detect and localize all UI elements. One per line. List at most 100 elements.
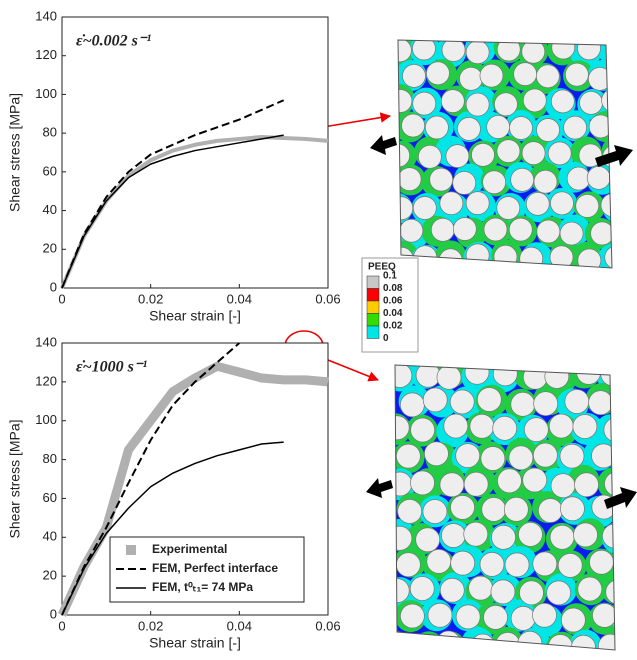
fiber [441, 90, 464, 113]
fiber [423, 500, 447, 524]
fiber [578, 249, 601, 272]
fiber [549, 414, 573, 438]
fiber [477, 388, 501, 412]
fiber [388, 526, 412, 550]
fiber [451, 551, 475, 575]
fiber [620, 170, 637, 193]
fiber [519, 581, 543, 605]
fiber [536, 65, 559, 88]
fiber [560, 444, 584, 468]
fiber [576, 194, 599, 217]
fiber [564, 116, 587, 139]
fiber [518, 522, 542, 546]
legend-label: FEM, t⁰ₜ₁= 74 MPa [152, 580, 253, 594]
colorbar-label: 0.04 [383, 308, 403, 319]
figure: PEEQ 0.10.080.060.040.020 02040608010012… [0, 0, 637, 660]
fiber [497, 469, 521, 493]
fiber [617, 223, 637, 246]
fiber [524, 418, 548, 442]
colorbar-swatch [367, 314, 379, 327]
fiber [522, 142, 545, 165]
fiber [497, 140, 520, 163]
fiber [533, 552, 557, 576]
fiber [511, 168, 534, 191]
colorbar-swatch [367, 326, 379, 339]
fiber [589, 391, 613, 415]
fiber [548, 142, 571, 165]
fiber [606, 580, 630, 604]
fiber [388, 363, 412, 387]
fiber [410, 635, 434, 659]
fiber [437, 365, 461, 389]
fiber [410, 471, 434, 495]
fiber [470, 414, 494, 438]
fiber [491, 580, 515, 604]
fiber [464, 472, 488, 496]
fiber [511, 392, 535, 416]
y-tick-label: 20 [43, 568, 57, 583]
fiber [505, 553, 529, 577]
fiber [440, 578, 464, 602]
fiber [616, 390, 637, 414]
colorbar-label: 0.06 [383, 296, 403, 307]
fiber [620, 114, 637, 137]
fiber [464, 522, 488, 546]
fiber [618, 445, 637, 469]
fiber [504, 497, 528, 521]
fiber [510, 116, 533, 139]
halo [611, 114, 637, 145]
fiber [471, 634, 495, 658]
fiber [493, 416, 517, 440]
y-tick-label: 80 [43, 451, 57, 466]
colorbar-label: 0.08 [383, 283, 403, 294]
y-tick-label: 60 [43, 163, 57, 178]
annotation: ε̇~1000 s⁻¹ [76, 359, 147, 376]
fiber [416, 528, 440, 552]
fiber [532, 603, 556, 627]
fiber [451, 495, 475, 519]
fiber [552, 36, 575, 59]
fiber [457, 117, 480, 140]
fiber [482, 497, 506, 521]
halo [461, 627, 493, 659]
fiber [465, 360, 489, 384]
fiber [396, 444, 420, 468]
fiber [389, 89, 412, 112]
fiber [511, 606, 535, 630]
fiber [538, 498, 562, 522]
fiber [601, 194, 624, 217]
y-tick-label: 0 [50, 279, 57, 294]
fiber [469, 576, 493, 600]
fiber [492, 525, 516, 549]
fiber [428, 603, 452, 627]
contour-plot [379, 356, 637, 660]
fiber [509, 218, 532, 241]
x-tick-label: 0.04 [227, 618, 252, 633]
fiber [560, 497, 584, 521]
y-tick-label: 20 [43, 241, 57, 256]
y-axis-label: Shear stress [MPa] [7, 93, 23, 212]
fiber [565, 63, 588, 86]
fiber [400, 604, 424, 628]
fiber [402, 114, 425, 137]
fiber [385, 416, 409, 440]
fiber [534, 392, 558, 416]
fiber [591, 222, 614, 245]
colorbar-label: 0 [383, 333, 389, 344]
fiber [390, 197, 413, 220]
y-tick-label: 120 [35, 373, 57, 388]
halo [617, 217, 637, 248]
fiber [398, 168, 421, 191]
fiber [487, 115, 510, 138]
fiber [545, 364, 569, 388]
annotation: ε̇~0.002 s⁻¹ [76, 33, 151, 50]
halo [379, 631, 411, 660]
fiber [605, 246, 628, 269]
fiber [587, 166, 610, 189]
halo [617, 165, 637, 196]
fiber [592, 603, 616, 627]
fiber [440, 192, 463, 215]
halo [598, 244, 629, 275]
fiber [496, 632, 520, 656]
fiber [480, 64, 503, 87]
